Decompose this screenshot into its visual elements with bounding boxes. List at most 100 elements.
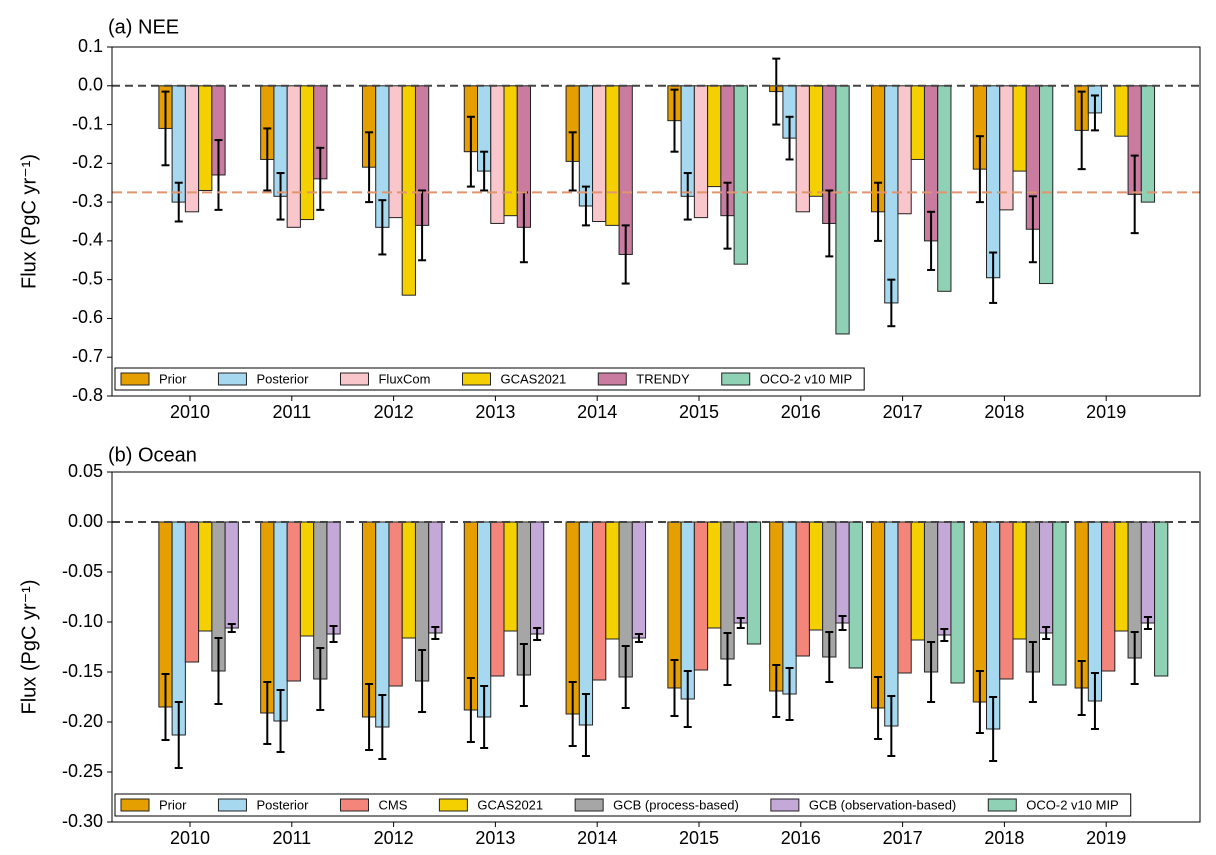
bar — [198, 85, 213, 191]
x-tick-label: 2011 — [272, 828, 311, 848]
bar — [835, 85, 850, 335]
y-axis-label: Flux (PgC yr⁻¹) — [18, 154, 40, 289]
y-tick-label: -0.1 — [72, 113, 103, 133]
y-tick-label: -0.2 — [72, 152, 103, 172]
legend-swatch — [339, 372, 369, 386]
bar — [592, 521, 607, 681]
bar — [897, 521, 912, 674]
legend-label: GCB (process-based) — [613, 797, 739, 812]
y-tick-label: -0.4 — [72, 230, 103, 250]
y-tick-label: 0.00 — [68, 511, 103, 531]
x-tick-label: 2019 — [1086, 402, 1126, 422]
x-tick-label: 2013 — [475, 828, 515, 848]
x-tick-label: 2013 — [475, 402, 515, 422]
y-axis-label: Flux (PgC yr⁻¹) — [18, 580, 40, 715]
bar — [897, 85, 912, 215]
legend-swatch — [770, 798, 800, 812]
y-tick-label: -0.30 — [62, 811, 103, 831]
y-tick-label: -0.20 — [62, 711, 103, 731]
bar — [1114, 521, 1129, 632]
legend-label: OCO-2 v10 MIP — [1026, 797, 1118, 812]
x-tick-label: 2015 — [679, 828, 719, 848]
x-tick-label: 2015 — [679, 402, 719, 422]
bar — [746, 521, 762, 645]
bar — [1114, 85, 1129, 137]
legend-label: Prior — [159, 797, 187, 812]
bar — [1039, 85, 1054, 285]
bar — [503, 85, 518, 217]
legend-swatch — [339, 798, 369, 812]
bar — [986, 85, 1001, 279]
y-tick-label: -0.8 — [72, 385, 103, 405]
bar — [530, 521, 545, 635]
x-tick-label: 2010 — [170, 828, 210, 848]
bar — [848, 521, 863, 669]
legend-label: Prior — [159, 371, 187, 386]
y-tick-label: -0.05 — [62, 561, 103, 581]
x-tick-label: 2012 — [374, 402, 414, 422]
x-tick-label: 2014 — [577, 828, 617, 848]
bar — [707, 85, 722, 188]
legend-swatch — [217, 798, 247, 812]
bar — [733, 521, 748, 624]
panel-title: (a) NEE — [108, 16, 179, 38]
bar — [503, 521, 518, 632]
bar — [299, 521, 315, 637]
bar — [835, 521, 850, 624]
bar — [490, 85, 505, 224]
bar — [428, 521, 443, 634]
legend-label: Posterior — [256, 371, 309, 386]
bar — [631, 521, 647, 639]
x-tick-label: 2012 — [374, 828, 414, 848]
bar — [1052, 521, 1067, 686]
y-tick-label: -0.25 — [62, 761, 103, 781]
bar — [388, 521, 403, 687]
legend-swatch — [120, 798, 150, 812]
bar — [693, 85, 709, 219]
legend-swatch — [574, 798, 604, 812]
bar — [937, 85, 952, 292]
bar — [1101, 521, 1116, 672]
y-tick-label: -0.5 — [72, 268, 103, 288]
y-tick-label: 0.0 — [78, 75, 103, 95]
x-tick-label: 2016 — [781, 402, 821, 422]
legend-label: Posterior — [256, 797, 309, 812]
x-tick-label: 2010 — [170, 402, 210, 422]
x-tick-label: 2017 — [883, 402, 923, 422]
y-tick-label: 0.05 — [68, 461, 103, 481]
legend-label: OCO-2 v10 MIP — [760, 371, 852, 386]
x-tick-label: 2016 — [781, 828, 821, 848]
legend-swatch — [721, 372, 751, 386]
bar — [910, 85, 925, 160]
legend-swatch — [438, 798, 468, 812]
bar — [401, 521, 416, 639]
legend-swatch — [462, 372, 491, 386]
x-tick-label: 2018 — [984, 828, 1024, 848]
bar — [795, 521, 810, 657]
legend-label: CMS — [378, 797, 407, 812]
y-tick-label: -0.15 — [62, 661, 103, 681]
bar — [592, 85, 607, 223]
bar — [707, 521, 722, 629]
legend: Prior Posterior FluxCom GCAS2021 TRENDY OCO-2… — [114, 367, 865, 391]
x-tick-label: 2018 — [984, 402, 1024, 422]
legend-swatch — [217, 372, 247, 386]
x-tick-label: 2011 — [272, 402, 311, 422]
bar — [693, 521, 709, 671]
bar — [884, 85, 899, 304]
x-tick-label: 2014 — [577, 402, 617, 422]
legend-label: GCAS2021 — [477, 797, 543, 812]
bar — [286, 521, 301, 682]
bar — [401, 85, 416, 296]
y-tick-label: -0.6 — [72, 307, 103, 327]
bar — [299, 85, 315, 221]
bar — [1140, 85, 1156, 203]
bar — [1154, 521, 1169, 677]
bar — [605, 85, 620, 226]
bar — [1012, 521, 1027, 640]
y-tick-label: -0.10 — [62, 611, 103, 631]
panel-title: (b) Ocean — [108, 444, 197, 466]
x-tick-label: 2017 — [883, 828, 923, 848]
bar — [198, 521, 213, 632]
